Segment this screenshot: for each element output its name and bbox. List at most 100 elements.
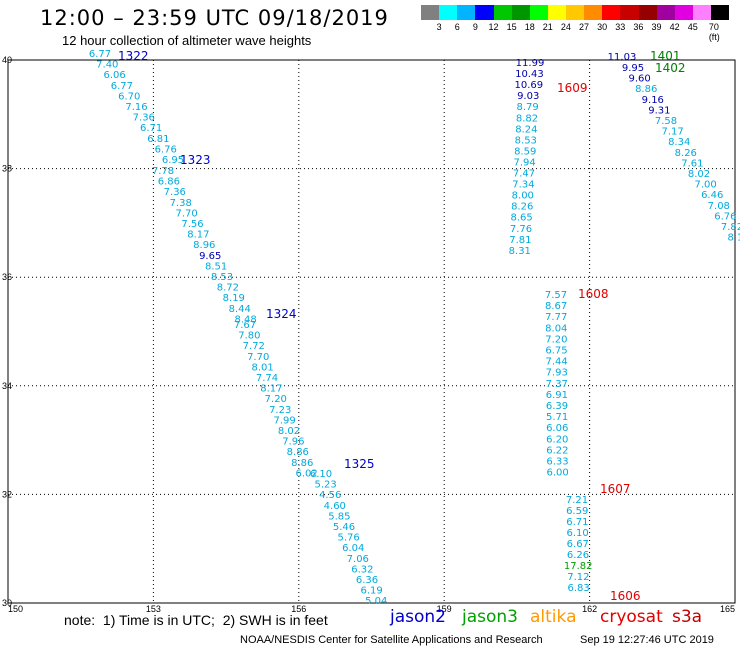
wave-height-value: 8.04 bbox=[545, 323, 567, 334]
pass-time-label: 1402 bbox=[655, 61, 686, 75]
legend-tick-label: 12 bbox=[488, 22, 499, 32]
wave-height-value: 8.79 bbox=[516, 102, 538, 113]
plot-frame bbox=[7, 59, 736, 604]
pass-time-label: 1324 bbox=[266, 307, 297, 321]
legend-tick-label: 9 bbox=[472, 22, 478, 32]
legend-swatch bbox=[692, 5, 711, 20]
pass-time-label: 1608 bbox=[578, 287, 609, 301]
wave-height-value: 6.71 bbox=[140, 123, 162, 134]
pass-time-label: 1609 bbox=[557, 81, 588, 95]
wave-height-value: 6.70 bbox=[118, 91, 140, 102]
wave-height-value: 8.72 bbox=[217, 283, 239, 294]
legend-tick-label: 21 bbox=[542, 22, 553, 32]
wave-height-value: 8.44 bbox=[229, 304, 251, 315]
wave-height-value: 7.17 bbox=[661, 127, 683, 138]
legend-swatch bbox=[475, 5, 494, 20]
wave-height-value: 6.02 bbox=[295, 468, 317, 479]
wave-height-value: 6.67 bbox=[567, 539, 589, 550]
wave-height-value: 8.86 bbox=[287, 447, 309, 458]
wave-height-value: 7.94 bbox=[513, 157, 535, 168]
wave-height-value: 5.23 bbox=[314, 480, 336, 491]
wave-height-value: 6.32 bbox=[351, 564, 373, 575]
wave-height-value: 6.39 bbox=[546, 401, 568, 412]
wave-height-value: 6.20 bbox=[546, 434, 568, 445]
wave-height-value: 7.96 bbox=[282, 437, 304, 448]
wave-height-value: 6.06 bbox=[546, 423, 568, 434]
pass-time-label: 1606 bbox=[610, 589, 641, 603]
pass-time-label: 1325 bbox=[344, 457, 375, 471]
legend-tick-label: 6 bbox=[454, 22, 460, 32]
legend-swatch bbox=[566, 5, 585, 20]
footnote: note: 1) Time is in UTC; 2) SWH is in fe… bbox=[64, 612, 328, 628]
wave-height-value: 6.26 bbox=[567, 550, 589, 561]
wave-height-value: 6.77 bbox=[111, 81, 133, 92]
legend-cryosat: cryosat bbox=[600, 607, 663, 627]
wave-height-value: 11.99 bbox=[516, 58, 545, 69]
legend-tick-label: 27 bbox=[579, 22, 590, 32]
wave-height-value: 6.10 bbox=[310, 469, 332, 480]
y-tick-label: 34 bbox=[2, 381, 12, 391]
wave-height-value: 10.43 bbox=[515, 69, 544, 80]
wave-height-value: 6.77 bbox=[89, 49, 111, 60]
wave-height-value: 7.20 bbox=[545, 334, 567, 345]
wave-height-value: 7.23 bbox=[269, 405, 291, 416]
wave-height-value: 7.34 bbox=[512, 180, 534, 191]
wave-height-value: 7.70 bbox=[247, 352, 269, 363]
wave-height-value: 6.33 bbox=[546, 457, 568, 468]
pass-time-label: 1607 bbox=[600, 482, 631, 496]
wave-height-value: 8.26 bbox=[675, 148, 697, 159]
wave-height-value: 9.03 bbox=[517, 91, 539, 102]
legend-altika: altika bbox=[530, 607, 577, 627]
wave-height-value: 7.37 bbox=[546, 379, 568, 390]
x-tick-label: 150 bbox=[8, 604, 23, 614]
x-tick-label: 165 bbox=[720, 604, 735, 614]
wave-height-value: 8.67 bbox=[545, 301, 567, 312]
pass-time-label: 1401 bbox=[650, 49, 681, 63]
wave-height-value: 8.82 bbox=[516, 113, 538, 124]
wave-height-value: 6.76 bbox=[155, 144, 177, 155]
wave-height-value: 7.81 bbox=[509, 235, 531, 246]
legend-swatch bbox=[439, 5, 458, 20]
wave-height-value: 7.40 bbox=[96, 60, 118, 71]
wave-height-value: 7.61 bbox=[681, 158, 703, 169]
wave-height-value: 7.36 bbox=[164, 187, 186, 198]
legend-jason2: jason2 bbox=[390, 607, 446, 627]
legend-swatch bbox=[638, 5, 657, 20]
wave-height-value: 5.04 bbox=[365, 596, 387, 607]
wave-height-value: 8.17 bbox=[260, 384, 282, 395]
x-tick-label: 153 bbox=[146, 604, 161, 614]
wave-height-value: 6.71 bbox=[566, 517, 588, 528]
legend-tick-label: 33 bbox=[615, 22, 626, 32]
wave-height-value: 8.01 bbox=[251, 362, 273, 373]
legend-jason3: jason3 bbox=[462, 607, 518, 627]
wave-height-value: 4.56 bbox=[319, 490, 341, 501]
wave-height-value: 7.16 bbox=[125, 102, 147, 113]
pass-time-label: 1322 bbox=[118, 49, 149, 63]
wave-height-value: 7.21 bbox=[566, 495, 588, 506]
wave-height-value: 6.86 bbox=[158, 177, 180, 188]
legend-swatch bbox=[584, 5, 603, 20]
wave-height-value: 7.99 bbox=[273, 415, 295, 426]
wave-height-value: 9.16 bbox=[642, 95, 664, 106]
wave-height-value: 7.76 bbox=[510, 224, 532, 235]
wave-height-value: 9.65 bbox=[199, 251, 221, 262]
legend-tick-label: 18 bbox=[524, 22, 535, 32]
wave-height-value: 7.93 bbox=[546, 368, 568, 379]
wave-height-value: 9.31 bbox=[648, 105, 670, 116]
y-tick-label: 36 bbox=[2, 272, 12, 282]
legend-swatch bbox=[529, 5, 548, 20]
wave-height-value: 6.04 bbox=[342, 543, 364, 554]
wave-height-value: 7.12 bbox=[567, 572, 589, 583]
wave-height-value: 7.82 bbox=[721, 222, 740, 233]
wave-height-value: 8.31 bbox=[509, 246, 531, 257]
wave-height-value: 8.86 bbox=[291, 458, 313, 469]
wave-height-value: 7.38 bbox=[170, 198, 192, 209]
wave-height-value: 6.46 bbox=[701, 190, 723, 201]
page-title: 12:00 – 23:59 UTC 09/18/2019 bbox=[40, 6, 389, 30]
legend-tick-label: 3 bbox=[436, 22, 442, 32]
legend-swatch bbox=[511, 5, 530, 20]
wave-height-value: 6.91 bbox=[546, 390, 568, 401]
wave-height-value: 7.72 bbox=[243, 341, 265, 352]
wave-height-value: 5.76 bbox=[337, 533, 359, 544]
